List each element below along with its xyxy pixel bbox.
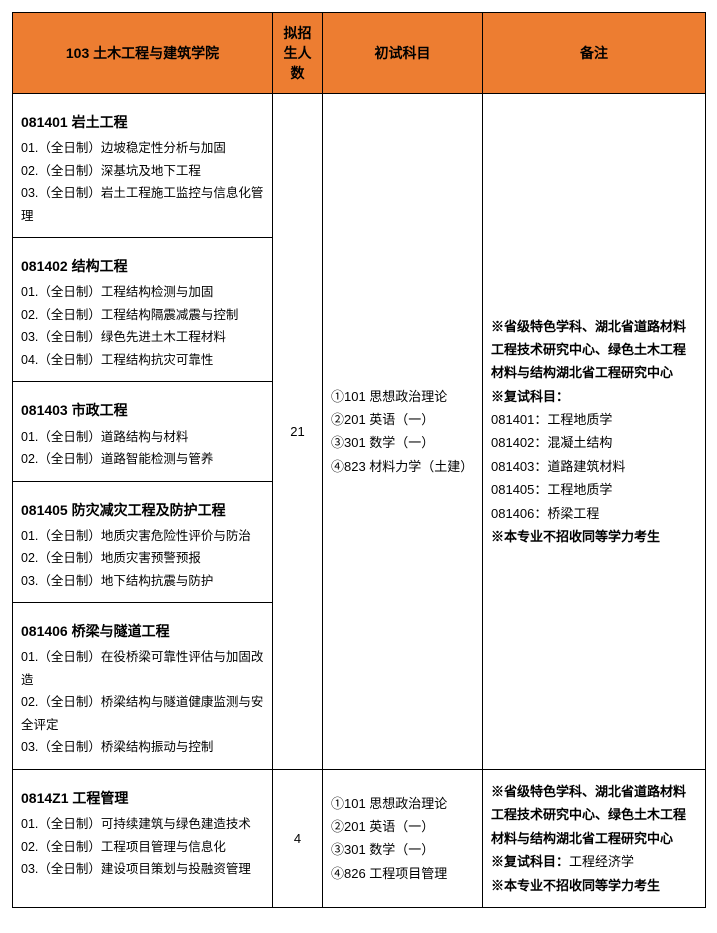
direction-line: 03.（全日制）桥梁结构振动与控制 [21,736,264,759]
direction-line: 03.（全日制）建设项目策划与投融资管理 [21,858,264,881]
direction-line: 02.（全日制）工程项目管理与信息化 [21,836,264,859]
notes-cell: ※省级特色学科、湖北省道路材料工程技术研究中心、绿色土木工程材料与结构湖北省工程… [483,769,706,907]
major-title: 081405 防灾减灾工程及防护工程 [21,498,264,523]
note-line: 081402：混凝土结构 [491,431,697,454]
exam-line: ③301 数学（一） [331,431,474,454]
major-title: 081403 市政工程 [21,398,264,423]
note-label: ※复试科目： [491,389,569,404]
direction-line: 01.（全日制）地质灾害危险性评价与防治 [21,525,264,548]
note-line: ※本专业不招收同等学力考生 [491,525,697,548]
major-title: 081406 桥梁与隧道工程 [21,619,264,644]
direction-line: 04.（全日制）工程结构抗灾可靠性 [21,349,264,372]
table-row: 0814Z1 工程管理 01.（全日制）可持续建筑与绿色建造技术 02.（全日制… [13,769,706,907]
direction-line: 01.（全日制）在役桥梁可靠性评估与加固改造 [21,646,264,691]
direction-line: 01.（全日制）可持续建筑与绿色建造技术 [21,813,264,836]
exam-line: ①101 思想政治理论 [331,385,474,408]
major-cell-081406: 081406 桥梁与隧道工程 01.（全日制）在役桥梁可靠性评估与加固改造 02… [13,603,273,770]
exam-cell: ①101 思想政治理论 ②201 英语（一） ③301 数学（一） ④823 材… [323,94,483,770]
direction-line: 03.（全日制）绿色先进土木工程材料 [21,326,264,349]
direction-line: 01.（全日制）边坡稳定性分析与加固 [21,137,264,160]
exam-line: ②201 英语（一） [331,815,474,838]
note-line: 081403：道路建筑材料 [491,455,697,478]
header-quota: 拟招生人数 [273,13,323,94]
note-line: ※本专业不招收同等学力考生 [491,874,697,897]
admissions-table: 103 土木工程与建筑学院 拟招生人数 初试科目 备注 081401 岩土工程 … [12,12,706,908]
header-notes: 备注 [483,13,706,94]
header-row: 103 土木工程与建筑学院 拟招生人数 初试科目 备注 [13,13,706,94]
note-line: ※复试科目：工程经济学 [491,850,697,873]
exam-line: ④826 工程项目管理 [331,862,474,885]
exam-line: ①101 思想政治理论 [331,792,474,815]
direction-line: 01.（全日制）工程结构检测与加固 [21,281,264,304]
note-value: 工程经济学 [569,854,634,869]
major-title: 081402 结构工程 [21,254,264,279]
notes-cell: ※省级特色学科、湖北省道路材料工程技术研究中心、绿色土木工程材料与结构湖北省工程… [483,94,706,770]
note-line: 081405：工程地质学 [491,478,697,501]
direction-line: 02.（全日制）工程结构隔震减震与控制 [21,304,264,327]
major-cell-081405: 081405 防灾减灾工程及防护工程 01.（全日制）地质灾害危险性评价与防治 … [13,481,273,603]
header-college: 103 土木工程与建筑学院 [13,13,273,94]
exam-line: ③301 数学（一） [331,838,474,861]
exam-line: ②201 英语（一） [331,408,474,431]
table-row: 081401 岩土工程 01.（全日制）边坡稳定性分析与加固 02.（全日制）深… [13,94,706,238]
direction-line: 02.（全日制）深基坑及地下工程 [21,160,264,183]
note-label: ※复试科目： [491,854,569,869]
header-exam: 初试科目 [323,13,483,94]
note-line: ※省级特色学科、湖北省道路材料工程技术研究中心、绿色土木工程材料与结构湖北省工程… [491,315,697,385]
direction-line: 02.（全日制）桥梁结构与隧道健康监测与安全评定 [21,691,264,736]
direction-line: 03.（全日制）地下结构抗震与防护 [21,570,264,593]
note-line: ※省级特色学科、湖北省道路材料工程技术研究中心、绿色土木工程材料与结构湖北省工程… [491,780,697,850]
note-line: 081406：桥梁工程 [491,502,697,525]
direction-line: 02.（全日制）道路智能检测与管养 [21,448,264,471]
major-cell-081403: 081403 市政工程 01.（全日制）道路结构与材料 02.（全日制）道路智能… [13,382,273,481]
note-line: ※复试科目： [491,385,697,408]
exam-cell: ①101 思想政治理论 ②201 英语（一） ③301 数学（一） ④826 工… [323,769,483,907]
exam-line: ④823 材料力学（土建） [331,455,474,478]
major-cell-0814Z1: 0814Z1 工程管理 01.（全日制）可持续建筑与绿色建造技术 02.（全日制… [13,769,273,907]
major-cell-081402: 081402 结构工程 01.（全日制）工程结构检测与加固 02.（全日制）工程… [13,238,273,382]
note-line: 081401：工程地质学 [491,408,697,431]
major-cell-081401: 081401 岩土工程 01.（全日制）边坡稳定性分析与加固 02.（全日制）深… [13,94,273,238]
quota-cell: 4 [273,769,323,907]
major-title: 0814Z1 工程管理 [21,786,264,811]
direction-line: 01.（全日制）道路结构与材料 [21,426,264,449]
direction-line: 03.（全日制）岩土工程施工监控与信息化管理 [21,182,264,227]
quota-cell: 21 [273,94,323,770]
major-title: 081401 岩土工程 [21,110,264,135]
direction-line: 02.（全日制）地质灾害预警预报 [21,547,264,570]
